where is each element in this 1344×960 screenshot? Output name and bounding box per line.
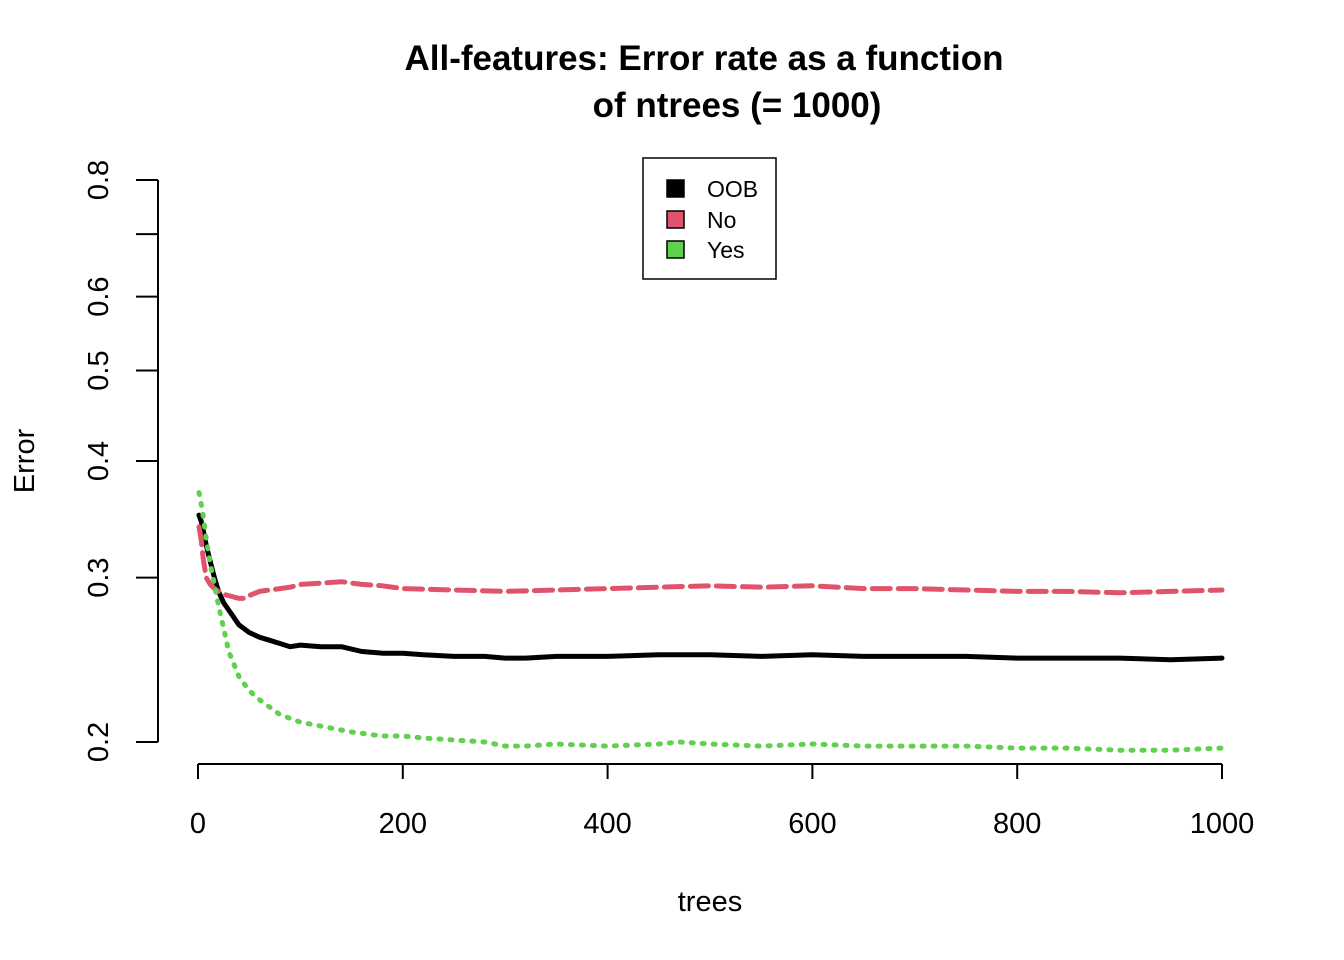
x-tick-label: 200 [379,808,427,840]
x-axis-label: trees [678,886,742,918]
y-tick-label: 0.6 [83,276,115,316]
y-tick-label: 0.8 [83,160,115,200]
legend-label-oob: OOB [707,176,758,202]
x-tick-label: 0 [190,808,206,840]
y-tick-label: 0.2 [83,722,115,762]
x-tick-label: 600 [788,808,836,840]
series-line-yes [196,490,1225,753]
legend-box [642,157,777,280]
y-axis: 0.2 0.3 0.4 0.5 0.6 0.8 [83,160,159,762]
legend: OOB No Yes [642,157,777,280]
legend-key-no [666,210,685,229]
legend-key-oob [666,179,685,198]
y-axis-label: Error [9,428,41,493]
series-layer [196,490,1225,753]
chart-title-line-1: All-features: Error rate as a function [404,39,1003,78]
x-tick-label: 400 [583,808,631,840]
x-axis: 0 200 400 600 800 1000 [190,763,1255,840]
legend-label-yes: Yes [707,237,745,263]
legend-label-no: No [707,207,736,233]
y-tick-label: 0.3 [83,557,115,597]
legend-key-yes [666,240,685,259]
y-tick-label: 0.4 [83,441,115,481]
y-tick-label: 0.5 [83,350,115,390]
series-line-oob [196,512,1225,663]
x-tick-label: 1000 [1190,808,1255,840]
x-tick-label: 800 [993,808,1041,840]
chart-title-line-2: of ntrees (= 1000) [593,86,882,125]
series-line-no [196,524,1225,601]
